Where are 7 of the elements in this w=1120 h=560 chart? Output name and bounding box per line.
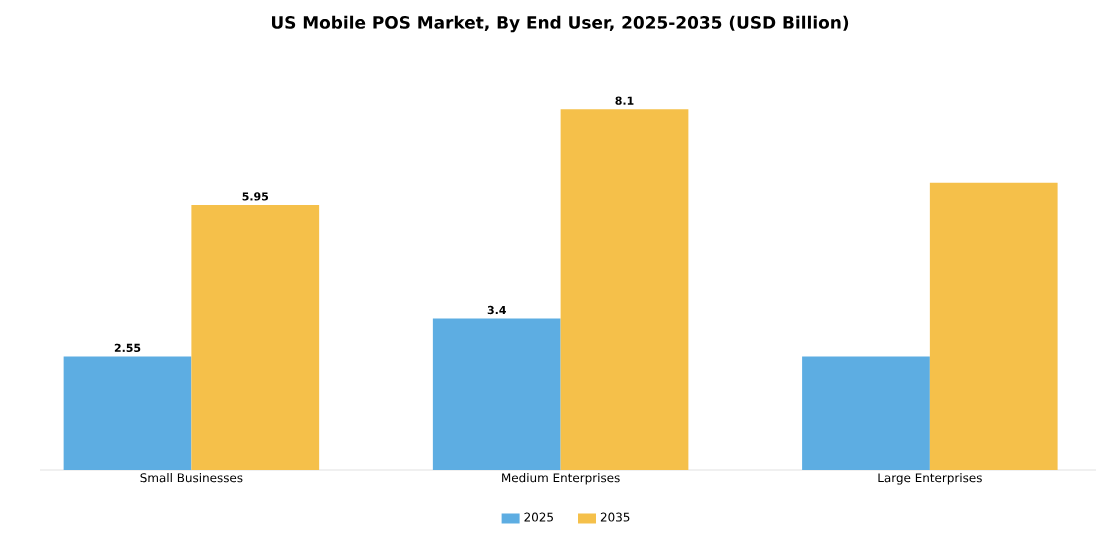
chart-title: US Mobile POS Market, By End User, 2025-2035 (USD Billion) bbox=[272, 15, 849, 33]
bar bbox=[929, 182, 1058, 470]
bar bbox=[560, 109, 689, 470]
bar bbox=[432, 318, 561, 470]
bar bbox=[63, 356, 192, 470]
bar bbox=[802, 356, 930, 470]
bar bbox=[191, 204, 320, 470]
